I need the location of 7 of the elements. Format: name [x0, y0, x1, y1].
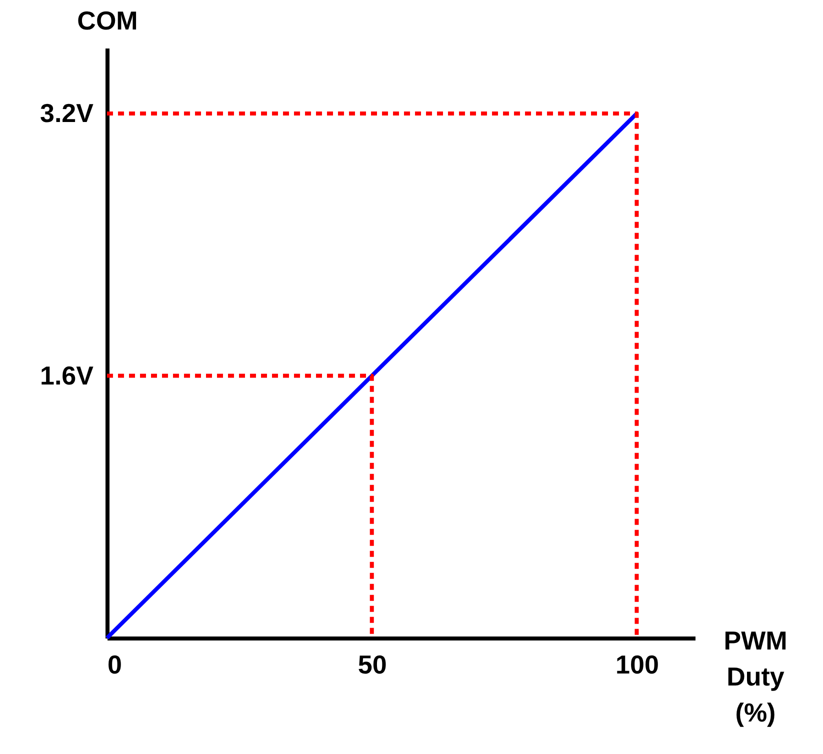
- x-axis-title: PWM Duty (%): [724, 626, 788, 728]
- x-tick-label: 50: [358, 650, 387, 680]
- y-tick-label: 3.2V: [40, 98, 94, 128]
- y-tick-label: 1.6V: [40, 360, 94, 390]
- y-axis-title: COM: [77, 6, 138, 36]
- x-tick-label: 0: [108, 650, 122, 680]
- x-tick-label: 100: [616, 650, 659, 680]
